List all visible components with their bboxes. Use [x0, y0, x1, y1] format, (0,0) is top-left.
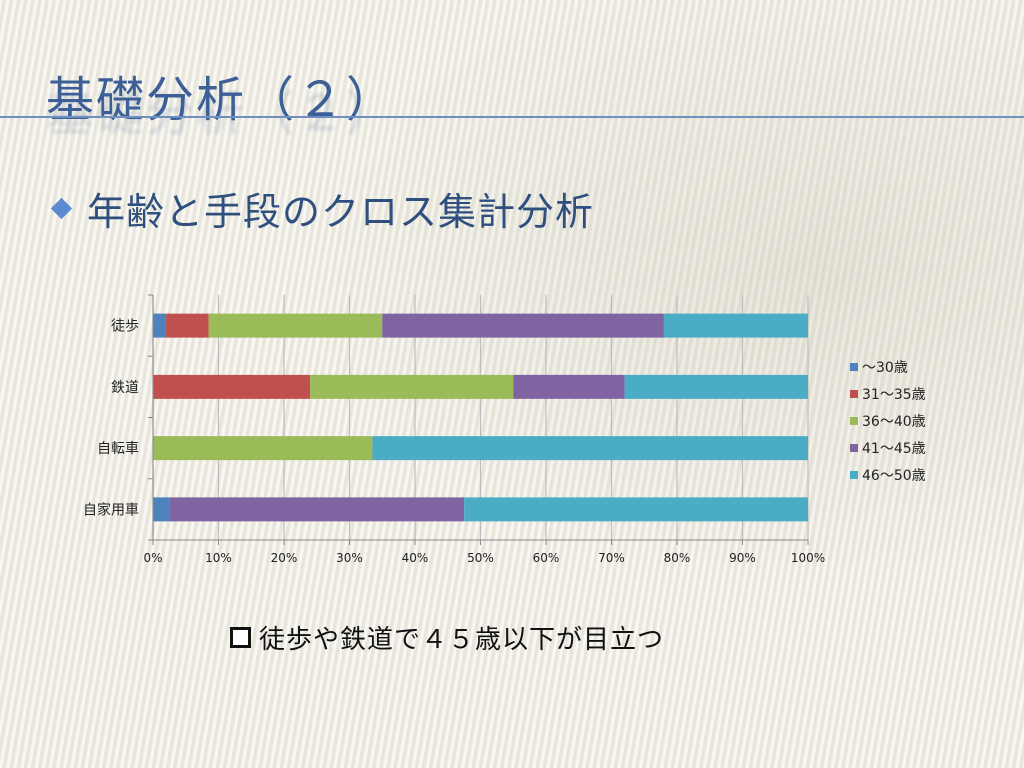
category-label-3: 自家用車: [83, 501, 139, 518]
x-tick-label-8: 80%: [664, 551, 691, 565]
x-tick-label-7: 70%: [598, 551, 625, 565]
bar-segment-r2-s2: [153, 436, 373, 461]
x-tick-label-4: 40%: [402, 551, 429, 565]
legend-swatch-1: [850, 390, 858, 398]
legend-swatch-4: [850, 471, 858, 479]
bar-segment-r2-s4: [372, 436, 808, 461]
legend-label-2: 36～40歳: [862, 414, 926, 430]
bar-segment-r0-s0: [153, 313, 167, 338]
legend-label-0: ～30歳: [862, 360, 908, 376]
slide-title: 基礎分析（２）: [46, 72, 397, 128]
legend-swatch-3: [850, 444, 858, 452]
bars: [153, 313, 808, 522]
x-tick-label-1: 10%: [205, 551, 232, 565]
note-line: 徒歩や鉄道で４５歳以下が目立つ: [230, 615, 664, 659]
note-text: 徒歩や鉄道で４５歳以下が目立つ: [259, 624, 665, 655]
legend-swatch-0: [850, 363, 858, 371]
x-tick-label-2: 20%: [271, 551, 298, 565]
bar-segment-r1-s2: [310, 374, 514, 399]
square-bullet-icon: [230, 626, 251, 648]
x-tick-label-5: 50%: [467, 551, 494, 565]
x-tick-label-9: 90%: [729, 551, 756, 565]
axes: 0% 10% 20% 30% 40% 50% 60% 70% 80% 90% 100% 徒歩鉄道自転車…: [83, 294, 825, 565]
bar-segment-r0-s2: [208, 313, 383, 338]
bar-segment-r0-s1: [166, 313, 209, 338]
x-tick-label-3: 30%: [336, 551, 363, 565]
legend: ～30歳 31～35歳 36～40歳 41～45歳 46～50歳: [850, 360, 926, 484]
bullet-text: 年齢と手段のクロス集計分析: [87, 189, 595, 234]
bar-segment-r1-s3: [513, 374, 625, 399]
legend-label-3: 41～45歳: [862, 441, 926, 457]
legend-label-4: 46～50歳: [862, 468, 926, 484]
bar-segment-r1-s4: [624, 374, 808, 399]
bullet-line: 年齢と手段のクロス集計分析: [46, 183, 595, 234]
category-label-2: 自転車: [97, 440, 139, 457]
x-tick-label-0: 0%: [143, 551, 162, 565]
category-label-1: 鉄道: [111, 380, 139, 396]
bar-segment-r0-s3: [382, 313, 664, 338]
x-tick-label-10: 100%: [791, 551, 825, 565]
title-rule: [0, 116, 1024, 118]
bar-segment-r3-s3: [169, 497, 465, 522]
category-label-0: 徒歩: [111, 319, 139, 335]
x-tick-label-6: 60%: [533, 551, 560, 565]
bar-segment-r3-s4: [464, 497, 808, 522]
bar-segment-r0-s4: [663, 313, 808, 338]
bar-segment-r1-s1: [153, 374, 311, 399]
legend-swatch-2: [850, 417, 858, 425]
bar-segment-r3-s0: [153, 497, 170, 522]
stacked-bar-chart: 0% 10% 20% 30% 40% 50% 60% 70% 80% 90% 100% 徒歩鉄道自転車…: [83, 294, 926, 565]
legend-label-1: 31～35歳: [862, 387, 926, 403]
